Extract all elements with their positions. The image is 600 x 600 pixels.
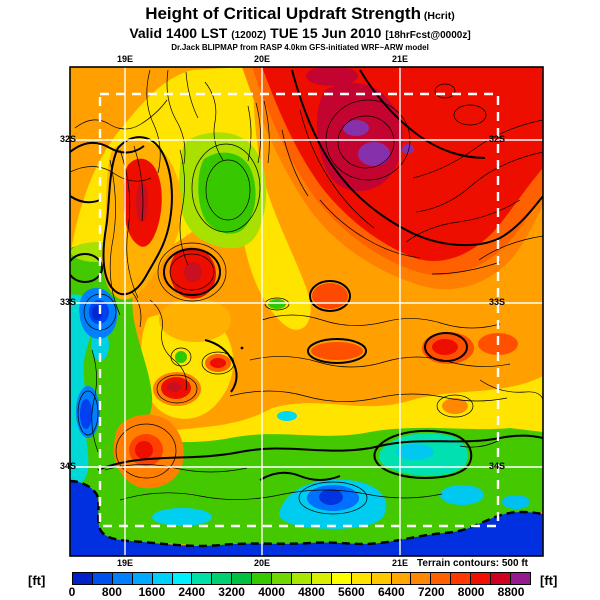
colorbar-segment [510,573,530,584]
hcrit-map-svg [69,66,544,557]
colorbar-segment [132,573,153,584]
colorbar-ticks: 0 800 1600 2400 3200 4000 4800 5600 6400 7200 8000… [0,585,600,600]
colorbar-segment [92,573,113,584]
domain-boundary [98,92,500,528]
lon-label-top-20e: 20E [253,54,270,64]
colorbar-segment [232,573,253,584]
valid-date: TUE 15 Jun 2010 [266,25,386,41]
colorbar-segment [491,573,511,584]
colorbar-segment [152,573,173,584]
lon-label-top-21e: 21E [391,54,408,64]
page-title: Height of Critical Updraft Strength (Hcr… [0,4,600,24]
lat-label-left-33s: 33S [59,297,76,307]
lon-label-top-19e: 19E [116,54,133,64]
colorbar-segment [192,573,213,584]
colorbar-tick-label: 4000 [258,585,285,599]
lat-label-left-32s: 32S [59,134,76,144]
valid-lst: Valid 1400 LST [129,25,232,41]
colorbar-segment [391,573,412,584]
colorbar-segment [371,573,392,584]
colorbar-tick-label: 800 [101,585,122,599]
colorbar-segment [112,573,133,584]
colorbar-unit-right: [ft] [540,573,558,588]
colorbar-tick-label: 0 [68,585,76,599]
lon-label-bottom-20e: 20E [253,558,270,568]
lat-label-right-33s: 33S [489,297,506,307]
lon-label-bottom-19e: 19E [116,558,133,568]
latlon-grid [70,67,543,556]
colorbar-tick-label: 4800 [298,585,325,599]
colorbar-tick-label: 8000 [457,585,485,599]
title-suffix: (Hcrit) [420,10,455,22]
colorbar-segment [311,573,332,584]
colorbar-tick-label: 2400 [178,585,206,599]
lat-label-left-34s: 34S [59,461,76,471]
colorbar-segment [73,573,93,584]
colorbar-segment [291,573,312,584]
terrain-contours-note: Terrain contours: 500 ft [417,558,528,569]
model-attribution: Dr.Jack BLIPMAP from RASP 4.0km GFS-init… [171,43,429,52]
colorbar-tick-label: 5600 [338,585,365,599]
hcrit-map [68,65,545,558]
colorbar-tick-label: 1600 [138,585,166,599]
colorbar-segment [272,573,292,584]
colorbar-tick-label: 7200 [417,585,445,599]
colorbar-tick-label: 3200 [218,585,245,599]
colorbar-segment [451,573,472,584]
colorbar-segment [331,573,352,584]
colorbar-segment [411,573,432,584]
title-main: Height of Critical Updraft Strength [145,4,421,23]
colorbar-segment [351,573,372,584]
colorbar-tick-label: 6400 [377,585,405,599]
coastline [70,479,543,548]
valid-fcst: [18hrFcst@0000z] [385,30,471,41]
colorbar-unit-left: [ft] [28,573,46,588]
colorbar-segment [431,573,452,584]
colorbar-segment [172,573,193,584]
lon-label-bottom-21e: 21E [391,558,408,568]
colorbar-segment [252,573,273,584]
colorbar [72,572,531,585]
terrain-contours-thick [70,69,543,481]
colorbar-segment [471,573,492,584]
lat-label-right-34s: 34S [489,461,506,471]
lat-label-right-32s: 32S [489,134,506,144]
colorbar-tick-label: 8800 [497,585,525,599]
valid-time-line: Valid 1400 LST (1200Z) TUE 15 Jun 2010 [… [0,25,600,41]
valid-zulu: (1200Z) [231,30,267,41]
map-frame [69,66,544,557]
colorbar-segment [212,573,233,584]
